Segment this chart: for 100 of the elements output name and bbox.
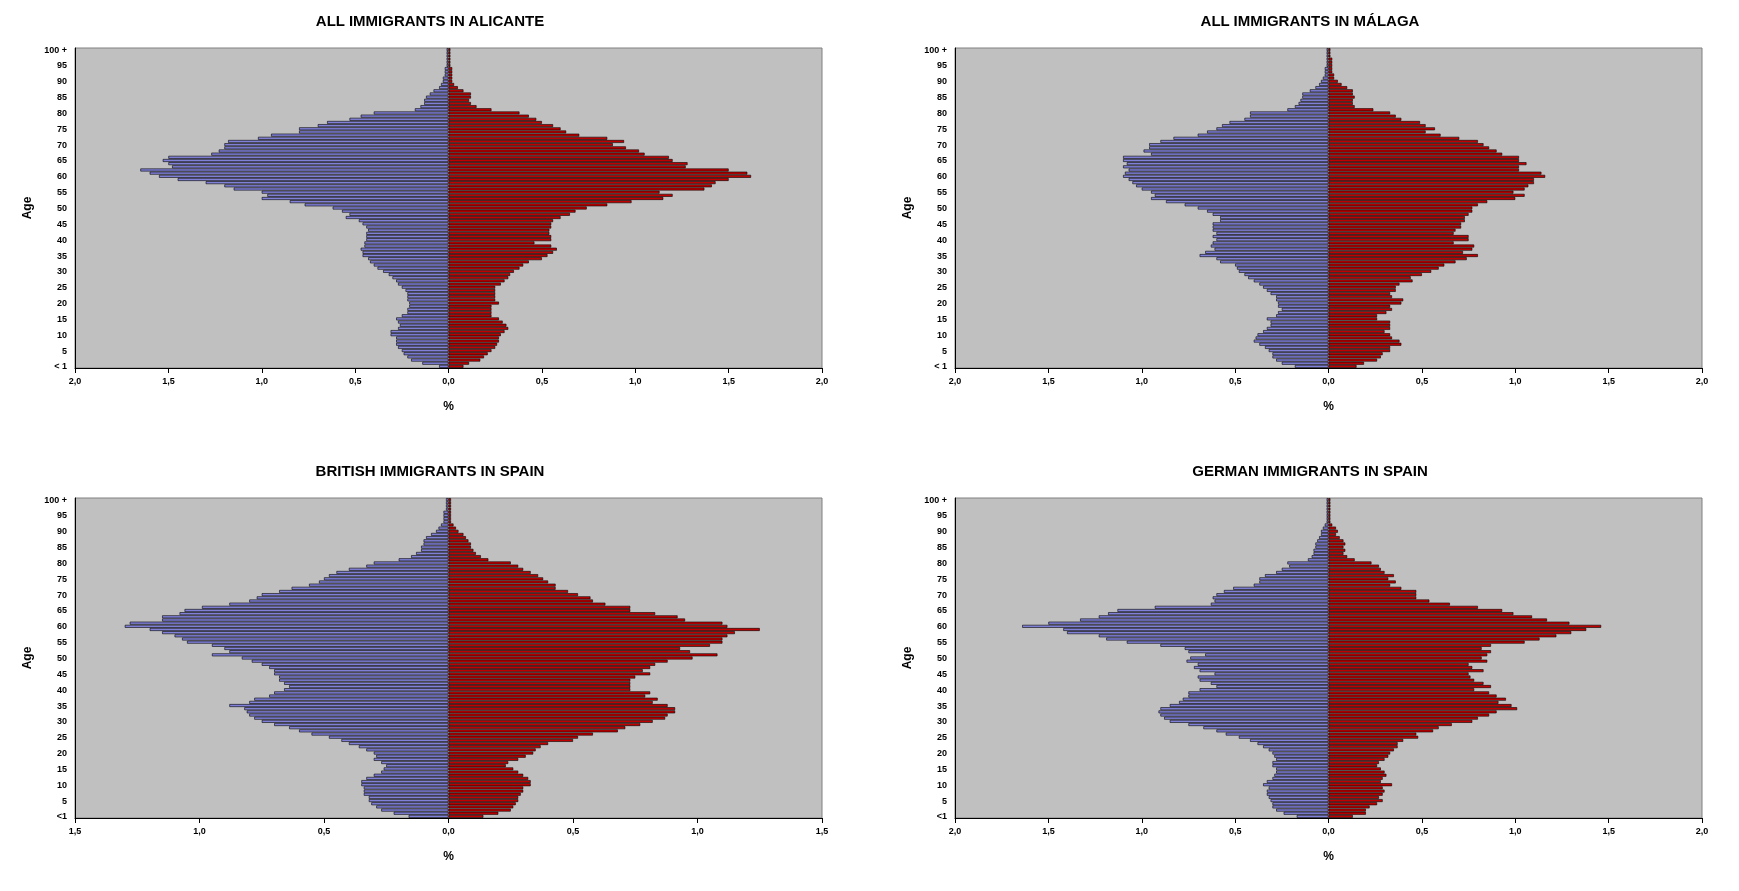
bar [448,67,453,71]
y-tick-label: 95 [56,60,67,71]
y-tick-label: 85 [56,92,67,103]
y-tick-label: 50 [56,653,67,663]
x-tick-label: 0,5 [1415,375,1429,386]
y-tick-label: 75 [936,573,947,584]
y-tick-label: 40 [936,234,947,245]
y-tick-label: 55 [56,187,67,198]
bar [1328,63,1333,67]
bar [444,67,449,71]
y-tick-label: 70 [56,589,67,600]
x-tick-label: 1,0 [255,375,269,386]
y-tick-label: 5 [941,345,947,356]
y-tick-label: 65 [936,605,947,616]
y-axis-title: Age [20,646,35,670]
x-tick-label: 2,0 [948,825,962,836]
y-tick-label: 45 [936,218,947,229]
bar [443,513,449,517]
x-tick-label: 0,5 [348,375,362,386]
x-tick-label: 1,0 [1135,825,1149,836]
y-tick-label: 50 [936,653,947,663]
bar [1328,67,1333,71]
y-tick-label: 100 + [924,44,947,55]
x-tick-label: 1,5 [1602,375,1615,386]
x-tick-label: 0,5 [535,375,549,386]
y-tick-label: 35 [56,250,67,261]
y-tick-label: 80 [936,557,947,568]
x-tick-label: 1,0 [691,825,704,836]
y-tick-label: 20 [56,748,67,759]
x-tick-label: 0,5 [1228,375,1242,386]
x-axis-title: % [1323,399,1335,413]
y-tick-label: 5 [61,795,67,806]
y-tick-label: 10 [56,329,67,340]
bar [1324,67,1329,71]
x-axis-title: % [1323,849,1335,863]
x-tick-label: 1,0 [1135,375,1149,386]
y-tick-label: 100 + [44,494,67,505]
y-tick-label: 30 [936,716,947,727]
y-axis-title: Age [900,196,915,220]
x-tick-label: 2,0 [815,375,829,386]
bar [442,76,449,80]
y-tick-label: 40 [56,684,67,695]
y-tick-label: 15 [56,313,67,324]
y-tick-label: 45 [56,218,67,229]
y-tick-label: 85 [936,542,947,553]
y-tick-label: 75 [56,123,67,134]
y-tick-label: 75 [56,573,67,584]
y-tick-label: 90 [936,526,947,537]
x-tick-label: 1,5 [1602,825,1615,836]
y-tick-label: 50 [936,203,947,213]
y-tick-label: 25 [936,282,947,293]
x-tick-label: 0,0 [1322,825,1335,836]
y-tick-label: 70 [936,139,947,150]
x-tick-label: 1,5 [162,375,175,386]
y-tick-label: 65 [936,155,947,166]
x-tick-label: 1,5 [68,825,82,836]
y-tick-label: 70 [936,589,947,600]
chart-title: BRITISH IMMIGRANTS IN SPAIN [315,462,545,479]
y-tick-label: 60 [936,621,947,632]
bar [444,73,449,77]
x-tick-label: 0,0 [442,375,455,386]
y-tick-label: 25 [936,732,947,743]
y-tick-label: 90 [56,526,67,537]
y-tick-label: 90 [56,76,67,87]
x-tick-label: 2,0 [68,375,82,386]
y-tick-label: 40 [56,234,67,245]
x-tick-label: 2,0 [948,375,962,386]
y-tick-label: 10 [936,329,947,340]
bar [1328,70,1333,74]
y-tick-label: 60 [56,171,67,182]
x-tick-label: 0,0 [1322,375,1335,386]
y-tick-label: 10 [936,779,947,790]
y-tick-label: 95 [936,510,947,521]
chart-title: GERMAN IMMIGRANTS IN SPAIN [1192,462,1428,479]
x-tick-label: 0,5 [1228,825,1242,836]
y-tick-label: 10 [56,779,67,790]
x-tick-label: 0,5 [566,825,580,836]
y-tick-label: 100 + [44,44,67,55]
y-tick-label: 45 [56,668,67,679]
x-axis-title: % [443,399,455,413]
y-tick-label: 15 [936,763,947,774]
y-tick-label: 35 [936,700,947,711]
x-tick-label: 1,5 [1042,825,1055,836]
x-tick-label: 1,0 [193,825,206,836]
x-tick-label: 0,5 [1415,825,1429,836]
x-tick-label: 1,0 [1508,825,1522,836]
y-tick-label: 80 [936,107,947,118]
y-tick-label: 80 [56,557,67,568]
y-tick-label: 25 [56,282,67,293]
x-tick-label: 2,0 [1695,825,1709,836]
y-tick-label: 55 [936,187,947,198]
x-tick-label: 0,5 [317,825,331,836]
y-tick-label: 85 [56,542,67,553]
y-tick-label: 60 [936,171,947,182]
y-tick-label: <1 [936,811,947,822]
x-tick-label: 1,5 [722,375,735,386]
x-tick-label: 1,5 [1042,375,1055,386]
x-tick-label: 2,0 [1695,375,1709,386]
y-tick-label: 30 [56,266,67,277]
chart-title: ALL IMMIGRANTS IN ALICANTE [315,12,545,29]
